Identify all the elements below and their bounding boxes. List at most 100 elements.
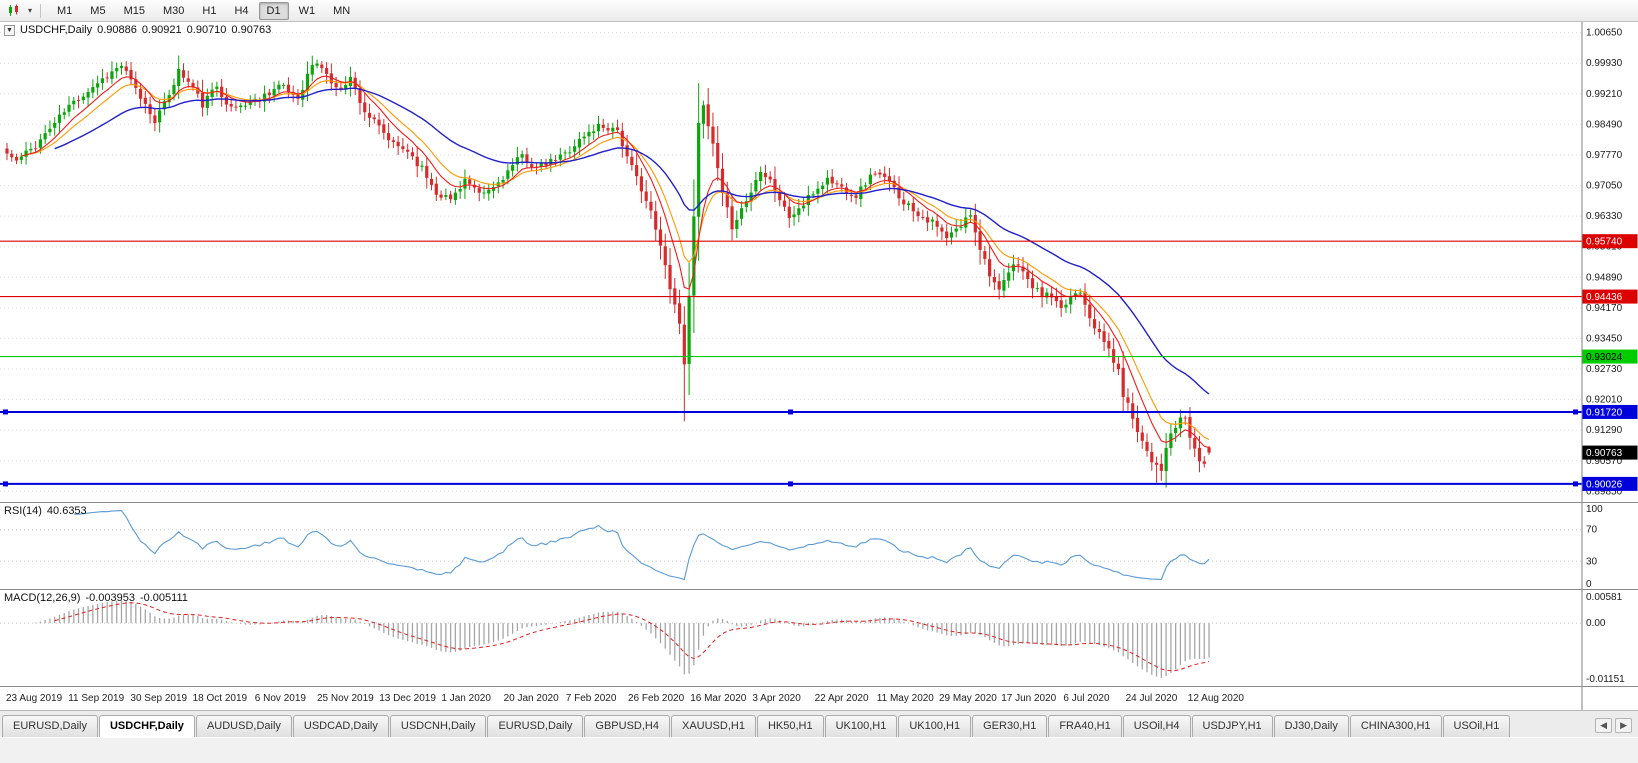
tab-scroll-controls: ◀ ▶ (1591, 718, 1636, 737)
timeframe-button-m30[interactable]: M30 (162, 4, 185, 17)
svg-text:24 Jul 2020: 24 Jul 2020 (1126, 693, 1178, 704)
toolbar: ▾ M1 M5 M15 M30 H1 H4 D1 W1 MN (0, 0, 1638, 22)
chart-tab-usdcad-daily[interactable]: USDCAD,Daily (292, 715, 389, 737)
price-level-badge: 0.94436 (1582, 289, 1638, 304)
svg-text:1 Jan 2020: 1 Jan 2020 (441, 693, 491, 704)
svg-text:23 Aug 2019: 23 Aug 2019 (6, 693, 63, 704)
svg-text:0.91290: 0.91290 (1586, 425, 1623, 436)
macd-canvas[interactable]: 0.00581 0.00 -0.01151 (0, 590, 1638, 686)
macd-pane[interactable]: 0.00581 0.00 -0.01151 MACD(12,26,9) -0.003… (0, 590, 1638, 687)
svg-text:1.00650: 1.00650 (1586, 28, 1623, 39)
timeframe-button-d1[interactable]: D1 (258, 1, 289, 20)
chart-area: 1.00650 0.99930 0.99210 0.98490 0.97770 0.970… (0, 22, 1638, 710)
svg-text:0.94436: 0.94436 (1586, 292, 1623, 303)
price-level-badge: 0.93024 (1582, 349, 1638, 364)
svg-text:0.97050: 0.97050 (1586, 181, 1623, 192)
price-level-badge: 0.91720 (1582, 404, 1638, 419)
main-chart-pane[interactable]: 1.00650 0.99930 0.99210 0.98490 0.97770 0.970… (0, 22, 1638, 503)
svg-text:0.95740: 0.95740 (1586, 237, 1623, 248)
svg-text:0: 0 (1586, 579, 1592, 589)
svg-text:0.90570: 0.90570 (1586, 456, 1623, 467)
chart-tab-china300-h1[interactable]: CHINA300,H1 (1349, 715, 1442, 737)
rsi-pane[interactable]: 100 70 30 0 RSI(14) 40.6353 (0, 503, 1638, 590)
svg-text:18 Oct 2019: 18 Oct 2019 (193, 693, 248, 704)
current-price-badge: 0.90763 (1582, 445, 1638, 460)
chart-tab-bar: EURUSD,Daily USDCHF,Daily AUDUSD,Daily USDC… (0, 710, 1638, 737)
timeframe-button-m1[interactable]: M1 (57, 4, 73, 17)
svg-text:11 Sep 2019: 11 Sep 2019 (68, 693, 124, 704)
svg-text:0.93024: 0.93024 (1586, 352, 1623, 363)
chart-tab-uk100-h1[interactable]: UK100,H1 (824, 715, 898, 737)
svg-text:0.94170: 0.94170 (1586, 303, 1623, 314)
chart-tab-ger30-h1[interactable]: GER30,H1 (972, 715, 1048, 737)
timeframe-button-m5[interactable]: M5 (90, 4, 106, 17)
svg-text:12 Aug 2020: 12 Aug 2020 (1188, 693, 1245, 704)
chart-tab-fra40-h1[interactable]: FRA40,H1 (1048, 715, 1122, 737)
price-level-line[interactable] (0, 409, 1582, 415)
chart-tab-audusd-daily[interactable]: AUDUSD,Daily (195, 715, 292, 737)
svg-text:25 Nov 2019: 25 Nov 2019 (317, 693, 374, 704)
svg-text:0.92010: 0.92010 (1586, 395, 1623, 406)
svg-text:20 Jan 2020: 20 Jan 2020 (504, 693, 559, 704)
svg-text:6 Nov 2019: 6 Nov 2019 (255, 693, 307, 704)
svg-text:16 Mar 2020: 16 Mar 2020 (690, 693, 747, 704)
svg-text:0.99210: 0.99210 (1586, 89, 1623, 100)
timeframe-button-m15[interactable]: M15 (123, 4, 145, 17)
tab-scroll-right-icon[interactable]: ▶ (1615, 718, 1632, 733)
chart-tab-gbpusd-h4[interactable]: GBPUSD,H4 (584, 715, 670, 737)
svg-text:6 Jul 2020: 6 Jul 2020 (1063, 693, 1110, 704)
timeframe-button-mn[interactable]: MN (333, 4, 351, 17)
chart-tab-eurusd-daily[interactable]: EURUSD,Daily (487, 715, 584, 737)
price-level-badge: 0.90026 (1582, 476, 1638, 491)
chart-tab-xauusd-h1[interactable]: XAUUSD,H1 (670, 715, 756, 737)
chart-tab-hk50-h1[interactable]: HK50,H1 (756, 715, 824, 737)
timeframe-button-w1[interactable]: W1 (298, 4, 316, 17)
chart-tab-usdjpy-h1[interactable]: USDJPY,H1 (1191, 715, 1273, 737)
timeframe-button-h1[interactable]: H1 (202, 4, 217, 17)
svg-text:29 May 2020: 29 May 2020 (939, 693, 997, 704)
svg-text:17 Jun 2020: 17 Jun 2020 (1001, 693, 1056, 704)
svg-text:0.98490: 0.98490 (1586, 119, 1623, 130)
one-click-trading-toggle[interactable]: ▼ (4, 24, 15, 36)
svg-text:30 Sep 2019: 30 Sep 2019 (130, 693, 187, 704)
svg-text:0.96330: 0.96330 (1586, 211, 1623, 222)
tab-scroll-left-icon[interactable]: ◀ (1595, 718, 1613, 733)
chart-tab-usdchf-daily[interactable]: USDCHF,Daily (98, 715, 195, 737)
chart-type-icon[interactable] (4, 2, 24, 19)
svg-text:3 Apr 2020: 3 Apr 2020 (752, 693, 801, 704)
svg-text:0.99930: 0.99930 (1586, 58, 1623, 69)
svg-text:0.94890: 0.94890 (1586, 272, 1623, 283)
chart-tab-usoil-h1[interactable]: USOil,H1 (1442, 715, 1511, 737)
status-bar (0, 737, 1638, 763)
chart-tab-usdcnh-daily[interactable]: USDCNH,Daily (389, 715, 487, 737)
price-level-line[interactable] (0, 481, 1582, 487)
svg-text:22 Apr 2020: 22 Apr 2020 (815, 693, 869, 704)
chart-tabs: EURUSD,Daily USDCHF,Daily AUDUSD,Daily USDC… (2, 715, 1511, 737)
svg-text:13 Dec 2019: 13 Dec 2019 (379, 693, 436, 704)
chart-tab-usoil-h4[interactable]: USOil,H4 (1122, 715, 1191, 737)
svg-text:0.92730: 0.92730 (1586, 364, 1623, 375)
toolbar-separator (40, 3, 42, 18)
date-axis[interactable]: 23 Aug 2019 11 Sep 2019 30 Sep 2019 18 Oct … (0, 687, 1638, 710)
main-chart-canvas[interactable]: 1.00650 0.99930 0.99210 0.98490 0.97770 0.970… (0, 22, 1638, 502)
chart-tab-eurusd-daily[interactable]: EURUSD,Daily (2, 715, 98, 737)
candlestick-chart-glyph (9, 4, 18, 16)
svg-text:0.90763: 0.90763 (1586, 448, 1623, 459)
svg-text:100: 100 (1586, 504, 1603, 515)
chart-tab-dj30-daily[interactable]: DJ30,Daily (1273, 715, 1349, 737)
svg-text:30: 30 (1586, 556, 1598, 567)
timeframe-button-h4[interactable]: H4 (234, 4, 249, 17)
svg-text:0.89850: 0.89850 (1586, 486, 1623, 497)
timeframe-bar: M1 M5 M15 M30 H1 H4 D1 W1 MN (49, 1, 358, 20)
svg-text:0.00: 0.00 (1586, 618, 1606, 629)
rsi-canvas[interactable]: 100 70 30 0 (0, 503, 1638, 589)
svg-text:7 Feb 2020: 7 Feb 2020 (566, 693, 617, 704)
svg-text:0.93450: 0.93450 (1586, 333, 1623, 344)
chart-tab-uk100-h1[interactable]: UK100,H1 (898, 715, 972, 737)
chart-type-dropdown-caret[interactable]: ▾ (28, 6, 33, 15)
svg-text:0.91720: 0.91720 (1586, 407, 1623, 418)
svg-text:0.00581: 0.00581 (1586, 592, 1623, 603)
date-axis-canvas: 23 Aug 2019 11 Sep 2019 30 Sep 2019 18 Oct … (6, 687, 1583, 710)
svg-text:0.97770: 0.97770 (1586, 150, 1623, 161)
